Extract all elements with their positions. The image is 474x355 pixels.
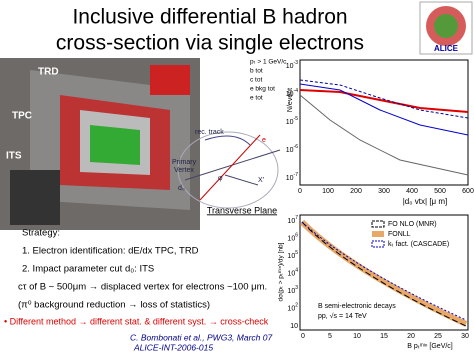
body-line: (π⁰ background reduction → loss of stati… — [18, 300, 210, 311]
legend-entry: kₜ fact. (CASCADE) — [388, 241, 449, 248]
transverse-diagram — [177, 131, 281, 209]
footer-line: ALICE-INT-2006-015 — [133, 342, 213, 352]
alice-logo: ALICE — [419, 1, 473, 55]
x-tick-label: 10 — [353, 333, 361, 340]
x-tick-label: 500 — [434, 188, 446, 195]
x-tick-label: 15 — [380, 333, 388, 340]
y-axis-label: dσ(pₜ > pₜᵐᶦⁿ)/dy [nb] — [278, 242, 285, 301]
y-axis-label: N/event — [287, 88, 294, 112]
diagram-label: rec. track — [195, 129, 224, 136]
x-tick-label: 400 — [406, 188, 418, 195]
x-tick-label: 20 — [407, 333, 415, 340]
diagram-label: d₀ — [178, 185, 185, 192]
x-tick-label: 5 — [328, 333, 332, 340]
y-tick-label: 10-6 — [286, 144, 298, 154]
y-tick-label: 106 — [287, 233, 298, 243]
x-tick-label: 30 — [461, 333, 469, 340]
diagram-label: Primary — [172, 159, 197, 166]
diagram-caption: Transverse Plane — [207, 205, 277, 215]
body-line: cτ of B ~ 500μm → displaced vertex for e… — [18, 282, 267, 293]
y-tick-label: 10-5 — [286, 116, 298, 126]
y-tick-label: 104 — [287, 268, 298, 278]
title-line: Inclusive differential B hadron — [72, 6, 347, 29]
x-tick-label: 200 — [350, 188, 362, 195]
legend-entry: FONLL — [388, 231, 411, 238]
diagram-label: φ — [218, 175, 223, 182]
y-tick-label: 10-7 — [286, 172, 298, 182]
legend-entry: e bkg tot — [250, 86, 275, 93]
x-tick-label: 300 — [378, 188, 390, 195]
x-tick-label: 25 — [434, 333, 442, 340]
x-tick-label: 100 — [322, 188, 334, 195]
detector-label: TPC — [12, 111, 32, 122]
x-axis-label: |d₀ vtx| [μ m] — [403, 197, 448, 206]
legend-entry: c tot — [250, 77, 262, 84]
body-line: 1. Electron identification: dE/dx TPC, T… — [22, 246, 199, 257]
detector-label: TRD — [38, 67, 59, 78]
detector-image — [0, 58, 200, 230]
y-tick-label: 10-3 — [286, 60, 298, 70]
legend-entry: b tot — [250, 68, 263, 75]
plot-note: pp, √s = 14 TeV — [318, 312, 367, 320]
detector-label: ITS — [6, 151, 22, 162]
bullet-line: • Different method → different stat. & d… — [4, 316, 269, 326]
diagram-label: e — [262, 137, 266, 144]
legend-entry: FO NLO (MNR) — [388, 221, 437, 228]
legend-entry: e tot — [250, 95, 263, 102]
y-tick-label: 105 — [287, 250, 298, 260]
diagram-label: X' — [258, 177, 264, 184]
plot-note: B semi-electronic decays — [318, 303, 396, 310]
y-tick-label: 10-4 — [286, 88, 298, 98]
body-line: 2. Impact parameter cut d₀: ITS — [22, 264, 154, 275]
svg-text:ALICE: ALICE — [434, 44, 459, 53]
legend-swatches — [371, 220, 385, 248]
title-line: cross-section via single electrons — [56, 32, 364, 55]
xsec-curves — [299, 219, 468, 327]
impact-plot-frame — [299, 59, 469, 186]
y-tick-label: 102 — [287, 303, 298, 313]
body-line: Strategy: — [22, 228, 60, 239]
y-tick-label: 107 — [287, 215, 298, 225]
y-tick-label: 103 — [287, 285, 298, 295]
impact-curves — [299, 79, 469, 176]
legend-entry: pₜ > 1 GeV/c — [250, 59, 287, 66]
x-tick-label: 600 — [462, 188, 474, 195]
diagram-label: Vertex — [174, 167, 194, 174]
y-tick-label: 10 — [290, 323, 298, 330]
x-tick-label: 0 — [298, 188, 302, 195]
x-tick-label: 0 — [301, 333, 305, 340]
x-axis-label: B pₜᵐᶦⁿ [GeV/c] — [407, 343, 453, 350]
footer-line: C. Bombonati et al., PWG3, March 07 — [130, 332, 272, 342]
